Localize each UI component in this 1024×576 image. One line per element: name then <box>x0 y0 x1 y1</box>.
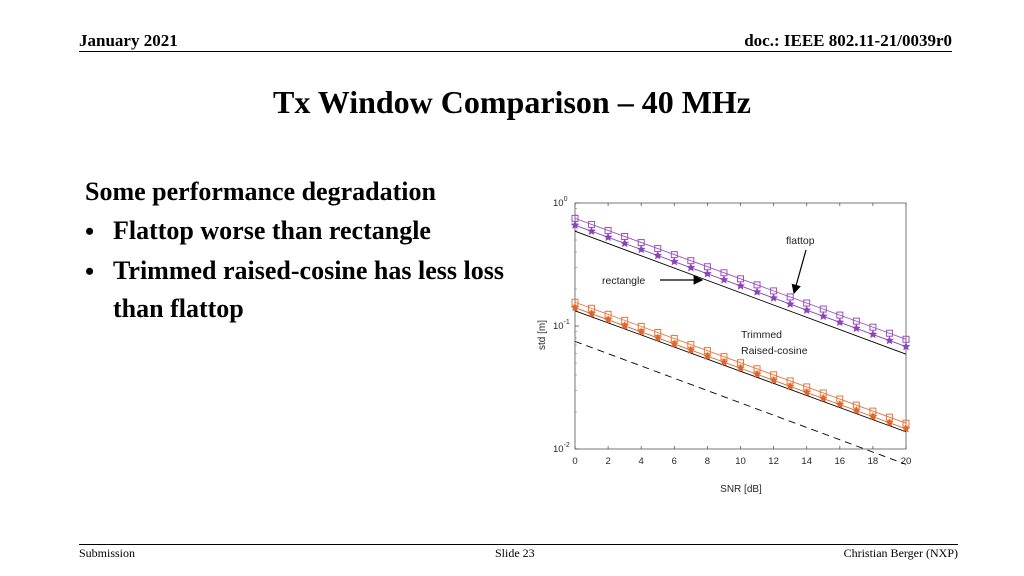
series-line-black-reference-lower <box>574 310 907 433</box>
data-point-star <box>620 238 630 248</box>
data-point-star <box>702 351 712 360</box>
data-point-star <box>736 281 745 290</box>
x-axis-label: SNR [dB] <box>720 484 762 495</box>
bullet-item: • Flattop worse than rectangle <box>85 212 515 252</box>
bullet-dot-icon: • <box>85 217 95 246</box>
footer-divider <box>79 544 958 545</box>
data-point-star <box>802 305 812 315</box>
header-divider <box>79 51 952 52</box>
data-point-star <box>636 244 646 254</box>
annotation-raised-cosine: Raised-cosine <box>741 345 808 357</box>
x-tick-label: 0 <box>572 456 577 467</box>
series-line-purple-square <box>574 217 907 340</box>
body-text: Some performance degradation • Flattop w… <box>85 172 515 328</box>
data-point-star <box>636 327 646 336</box>
x-tick-label: 16 <box>835 456 846 467</box>
data-point-star <box>653 333 663 342</box>
x-tick-label: 6 <box>672 456 677 467</box>
data-point-star <box>769 293 779 302</box>
data-point-star <box>686 262 696 272</box>
data-point-star <box>851 323 861 333</box>
data-point-star <box>868 329 878 339</box>
x-tick-label: 20 <box>901 456 912 467</box>
header-date: January 2021 <box>79 31 178 50</box>
data-point-star <box>686 345 696 354</box>
y-tick-label: 10-2 <box>553 442 570 455</box>
y-tick-label: 100 <box>553 196 568 209</box>
data-point-star <box>669 339 679 348</box>
body-lead: Some performance degradation <box>85 177 436 206</box>
data-point-star <box>653 250 663 260</box>
markers-group <box>570 214 911 433</box>
data-point-star <box>736 363 745 373</box>
x-tick-label: 10 <box>735 456 746 467</box>
data-point-star <box>587 308 597 318</box>
data-point-star <box>884 335 894 345</box>
data-point-star <box>769 375 779 385</box>
data-point-star <box>587 226 597 236</box>
ticks-group: 0 2 4 6 8 10 12 14 16 18 20 100 10-1 10-2 <box>553 196 911 467</box>
bullet-dot-icon: • <box>85 257 95 286</box>
footer-author: Christian Berger (NXP) <box>843 546 958 560</box>
data-point-star <box>752 369 762 379</box>
annotation-trimmed: Trimmed <box>741 329 782 341</box>
data-point-star <box>785 299 795 308</box>
annotation-flattop-arrow <box>791 249 807 295</box>
y-axis-label: std [m] <box>537 320 548 350</box>
slide-title: Tx Window Comparison – 40 MHz <box>273 84 751 120</box>
x-tick-label: 12 <box>768 456 779 467</box>
annotation-rectangle: rectangle <box>602 275 645 287</box>
data-point-star <box>901 424 911 433</box>
data-point-star <box>620 321 630 330</box>
bullet-text: Trimmed raised-cosine has less loss than… <box>113 256 504 323</box>
annotation-flattop: flattop <box>786 235 815 247</box>
x-tick-label: 18 <box>868 456 879 467</box>
x-tick-label: 2 <box>605 456 610 467</box>
data-point-star <box>702 269 712 278</box>
data-point-star <box>752 287 762 296</box>
data-point-star <box>570 302 580 312</box>
footer-submission: Submission <box>79 546 136 560</box>
data-point-star <box>802 387 812 397</box>
data-point-star <box>785 381 795 391</box>
bullet-item: • Trimmed raised-cosine has less loss th… <box>85 252 515 328</box>
x-tick-label: 4 <box>639 456 644 467</box>
data-point-star <box>719 275 729 284</box>
data-point-star <box>818 393 828 403</box>
data-point-star <box>884 418 894 427</box>
data-point-star <box>570 220 580 230</box>
data-point-star <box>603 232 613 242</box>
series-line-dashed-bound <box>574 340 907 465</box>
x-tick-label: 14 <box>801 456 812 467</box>
series-line-black-reference-upper <box>574 230 907 355</box>
data-point-star <box>669 256 679 266</box>
data-point-star <box>719 357 729 366</box>
data-point-star <box>818 311 828 321</box>
bullet-text: Flattop worse than rectangle <box>113 216 431 245</box>
footer-slide-number: Slide 23 <box>495 546 535 560</box>
data-point-star <box>868 411 878 421</box>
data-point-star <box>835 317 845 327</box>
y-tick-label: 10-1 <box>553 319 570 332</box>
series-line-orange-square <box>574 301 907 424</box>
data-point-star <box>901 341 911 351</box>
x-tick-label: 8 <box>705 456 710 467</box>
chart: 0 2 4 6 8 10 12 14 16 18 20 100 10-1 10-2 SNR [dB] st… <box>537 196 911 495</box>
data-point-star <box>603 315 613 324</box>
data-point-star <box>851 405 861 415</box>
data-point-star <box>835 399 845 409</box>
header-doc-id: doc.: IEEE 802.11-21/0039r0 <box>744 31 952 50</box>
